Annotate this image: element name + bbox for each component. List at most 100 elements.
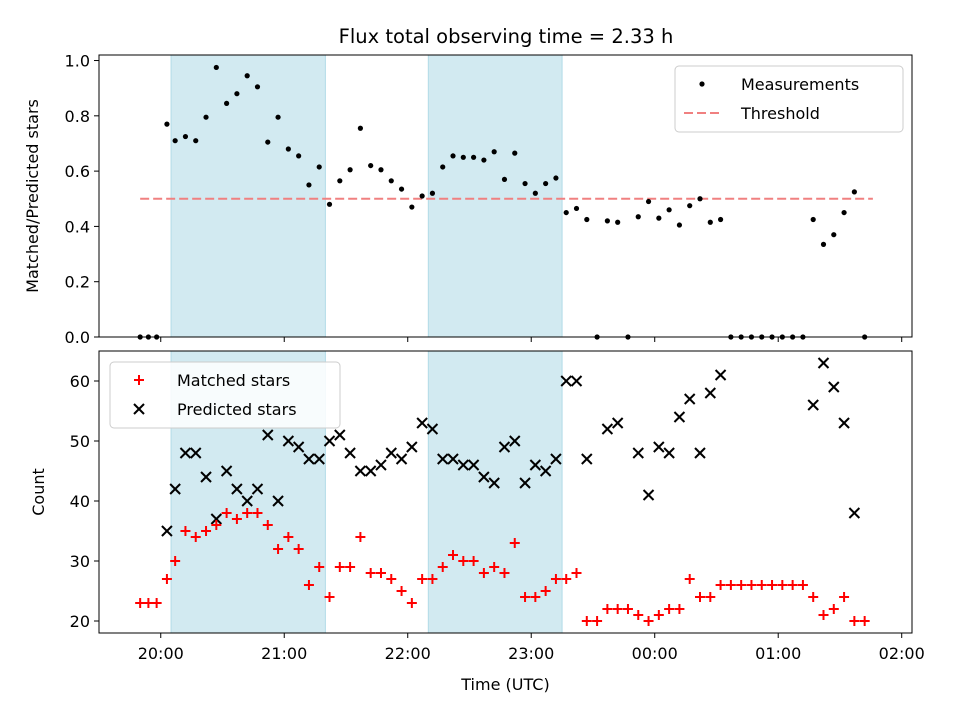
- top-shaded-regions: [170, 54, 563, 338]
- matched-star-marker: [396, 586, 407, 596]
- predicted-star-marker: [570, 375, 583, 387]
- measurement-point: [584, 216, 590, 223]
- measurement-point: [615, 219, 621, 225]
- matched-star-marker: [849, 616, 860, 626]
- y-tick-label: 0.2: [65, 273, 90, 292]
- matched-star-marker: [767, 580, 778, 590]
- measurement-point: [676, 222, 683, 228]
- top-y-ticks: 0.0 0.2 0.4 0.6 0.8 1.0: [65, 52, 99, 347]
- predicted-star-marker: [828, 381, 840, 393]
- matched-star-marker: [161, 574, 172, 584]
- y-tick-label: 0.4: [65, 217, 90, 236]
- matched-star-marker: [262, 520, 273, 530]
- predicted-star-marker: [292, 441, 305, 453]
- matched-star-marker: [643, 616, 654, 626]
- matched-star-marker: [684, 574, 695, 584]
- predicted-star-marker: [488, 477, 500, 489]
- predicted-star-marker: [334, 429, 346, 441]
- predicted-star-marker: [848, 507, 861, 519]
- predicted-star-marker: [653, 441, 665, 453]
- matched-star-marker: [499, 568, 510, 578]
- predicted-star-marker: [663, 447, 675, 459]
- y-tick-label: 0.6: [65, 162, 90, 181]
- matched-star-marker: [746, 580, 757, 590]
- predicted-star-marker: [169, 483, 181, 495]
- predicted-star-marker: [344, 447, 356, 459]
- measurement-point: [543, 180, 549, 187]
- measurement-point: [306, 182, 312, 188]
- predicted-star-marker: [282, 435, 295, 447]
- matched-star-marker: [561, 574, 572, 584]
- predicted-star-marker: [426, 423, 439, 435]
- measurement-point: [512, 150, 518, 156]
- matched-star-marker: [509, 538, 520, 548]
- bottom-legend: Matched stars Predicted stars: [109, 361, 341, 429]
- predicted-star-marker: [395, 453, 408, 465]
- matched-star-marker: [151, 598, 162, 608]
- predicted-star-marker: [673, 411, 686, 423]
- measurement-point: [296, 153, 302, 159]
- matched-star-marker: [602, 604, 613, 614]
- measurement-point: [522, 180, 528, 187]
- measurement-point: [398, 186, 405, 192]
- legend-label-matched: Matched stars: [177, 371, 290, 390]
- predicted-star-marker: [817, 357, 830, 369]
- predicted-star-marker: [313, 453, 325, 465]
- matched-star-marker: [375, 568, 386, 578]
- measurement-point: [697, 196, 703, 202]
- measurement-point: [820, 241, 827, 247]
- predicted-star-marker: [220, 465, 233, 477]
- matched-star-points: [135, 508, 870, 626]
- predicted-star-marker: [684, 393, 696, 405]
- predicted-star-marker: [714, 369, 727, 381]
- measurement-point: [573, 205, 580, 212]
- predicted-star-marker: [560, 375, 572, 387]
- matched-star-marker: [170, 556, 181, 566]
- matched-star-marker: [303, 580, 314, 590]
- matched-star-marker: [242, 508, 253, 518]
- predicted-star-marker: [161, 525, 173, 537]
- measurement-point: [224, 100, 230, 106]
- x-tick-label: 22:00: [385, 644, 431, 663]
- predicted-star-marker: [467, 459, 480, 471]
- matched-star-marker: [324, 592, 335, 602]
- x-tick-label: 00:00: [632, 644, 678, 663]
- measurement-point: [831, 232, 837, 238]
- measurement-point: [244, 73, 250, 79]
- measurement-point: [429, 190, 436, 196]
- matched-star-marker: [828, 604, 839, 614]
- predicted-star-points: [161, 357, 861, 537]
- measurement-point: [450, 153, 456, 159]
- measurement-point: [645, 198, 652, 205]
- predicted-star-marker: [807, 399, 819, 411]
- measurement-point: [481, 157, 487, 163]
- y-tick-label: 40: [70, 492, 90, 511]
- matched-star-marker: [540, 586, 551, 596]
- matched-star-marker: [231, 514, 242, 524]
- top-x-ticks: [160, 337, 903, 342]
- x-tick-label: 21:00: [261, 644, 307, 663]
- top-axes-frame: [98, 54, 913, 338]
- measurement-point: [234, 91, 240, 97]
- matched-star-marker: [201, 526, 212, 536]
- x-tick-label: 02:00: [879, 644, 925, 663]
- predicted-star-marker: [601, 423, 614, 435]
- x-tick-label: 01:00: [755, 644, 801, 663]
- matched-star-marker: [633, 610, 644, 620]
- predicted-star-marker: [550, 453, 562, 465]
- x-tick-label: 23:00: [508, 644, 554, 663]
- measurement-point: [470, 154, 477, 160]
- measurement-point: [409, 204, 415, 210]
- matched-star-marker: [365, 568, 376, 578]
- predicted-star-marker: [190, 447, 202, 459]
- predicted-star-marker: [437, 453, 449, 465]
- predicted-star-marker: [323, 435, 336, 447]
- matched-star-marker: [571, 568, 582, 578]
- x-axis-label: Time (UTC): [460, 675, 549, 694]
- measurement-point: [707, 219, 713, 225]
- measurement-point: [666, 207, 672, 213]
- matched-star-marker: [448, 550, 459, 560]
- matched-star-marker: [468, 556, 479, 566]
- matched-star-marker: [406, 598, 417, 608]
- chart-title: Flux total observing time = 2.33 h: [339, 25, 674, 48]
